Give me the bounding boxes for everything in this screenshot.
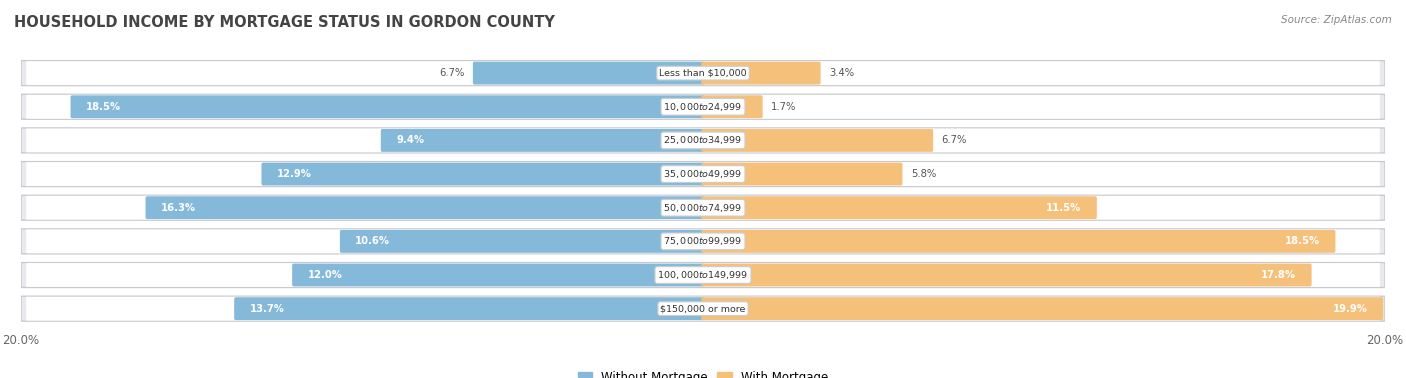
FancyBboxPatch shape	[21, 296, 1385, 321]
FancyBboxPatch shape	[262, 163, 704, 186]
FancyBboxPatch shape	[381, 129, 704, 152]
FancyBboxPatch shape	[21, 60, 1385, 85]
FancyBboxPatch shape	[702, 196, 1097, 219]
Text: $75,000 to $99,999: $75,000 to $99,999	[664, 235, 742, 247]
FancyBboxPatch shape	[340, 230, 704, 253]
Text: $150,000 or more: $150,000 or more	[661, 304, 745, 313]
Text: $35,000 to $49,999: $35,000 to $49,999	[664, 168, 742, 180]
FancyBboxPatch shape	[21, 162, 1385, 186]
Text: HOUSEHOLD INCOME BY MORTGAGE STATUS IN GORDON COUNTY: HOUSEHOLD INCOME BY MORTGAGE STATUS IN G…	[14, 15, 555, 30]
Text: 12.0%: 12.0%	[308, 270, 343, 280]
FancyBboxPatch shape	[27, 162, 1379, 186]
Text: Source: ZipAtlas.com: Source: ZipAtlas.com	[1281, 15, 1392, 25]
Text: $10,000 to $24,999: $10,000 to $24,999	[664, 101, 742, 113]
Text: 18.5%: 18.5%	[86, 102, 121, 112]
FancyBboxPatch shape	[702, 129, 934, 152]
Text: 13.7%: 13.7%	[249, 304, 284, 314]
FancyBboxPatch shape	[292, 263, 704, 287]
Text: 18.5%: 18.5%	[1285, 236, 1320, 246]
Text: 12.9%: 12.9%	[277, 169, 312, 179]
Text: 1.7%: 1.7%	[772, 102, 797, 112]
FancyBboxPatch shape	[472, 62, 704, 85]
Text: 16.3%: 16.3%	[160, 203, 195, 213]
FancyBboxPatch shape	[27, 95, 1379, 119]
Text: 6.7%: 6.7%	[942, 135, 967, 146]
Text: Less than $10,000: Less than $10,000	[659, 69, 747, 77]
FancyBboxPatch shape	[27, 229, 1379, 253]
FancyBboxPatch shape	[70, 95, 704, 118]
FancyBboxPatch shape	[21, 195, 1385, 220]
FancyBboxPatch shape	[27, 297, 1379, 321]
FancyBboxPatch shape	[702, 95, 762, 118]
Text: $100,000 to $149,999: $100,000 to $149,999	[658, 269, 748, 281]
FancyBboxPatch shape	[702, 62, 821, 85]
FancyBboxPatch shape	[235, 297, 704, 320]
Text: $50,000 to $74,999: $50,000 to $74,999	[664, 202, 742, 214]
FancyBboxPatch shape	[146, 196, 704, 219]
Text: $25,000 to $34,999: $25,000 to $34,999	[664, 135, 742, 146]
FancyBboxPatch shape	[702, 163, 903, 186]
Text: 11.5%: 11.5%	[1046, 203, 1081, 213]
Text: 5.8%: 5.8%	[911, 169, 936, 179]
FancyBboxPatch shape	[27, 196, 1379, 220]
Text: 6.7%: 6.7%	[439, 68, 464, 78]
Text: 9.4%: 9.4%	[396, 135, 425, 146]
Text: 10.6%: 10.6%	[356, 236, 391, 246]
FancyBboxPatch shape	[702, 297, 1384, 320]
Text: 3.4%: 3.4%	[830, 68, 855, 78]
FancyBboxPatch shape	[27, 263, 1379, 287]
FancyBboxPatch shape	[27, 129, 1379, 152]
FancyBboxPatch shape	[21, 128, 1385, 153]
Legend: Without Mortgage, With Mortgage: Without Mortgage, With Mortgage	[578, 371, 828, 378]
FancyBboxPatch shape	[27, 61, 1379, 85]
FancyBboxPatch shape	[21, 229, 1385, 254]
FancyBboxPatch shape	[21, 263, 1385, 287]
FancyBboxPatch shape	[702, 263, 1312, 287]
Text: 19.9%: 19.9%	[1333, 304, 1368, 314]
FancyBboxPatch shape	[21, 94, 1385, 119]
FancyBboxPatch shape	[702, 230, 1336, 253]
Text: 17.8%: 17.8%	[1261, 270, 1296, 280]
